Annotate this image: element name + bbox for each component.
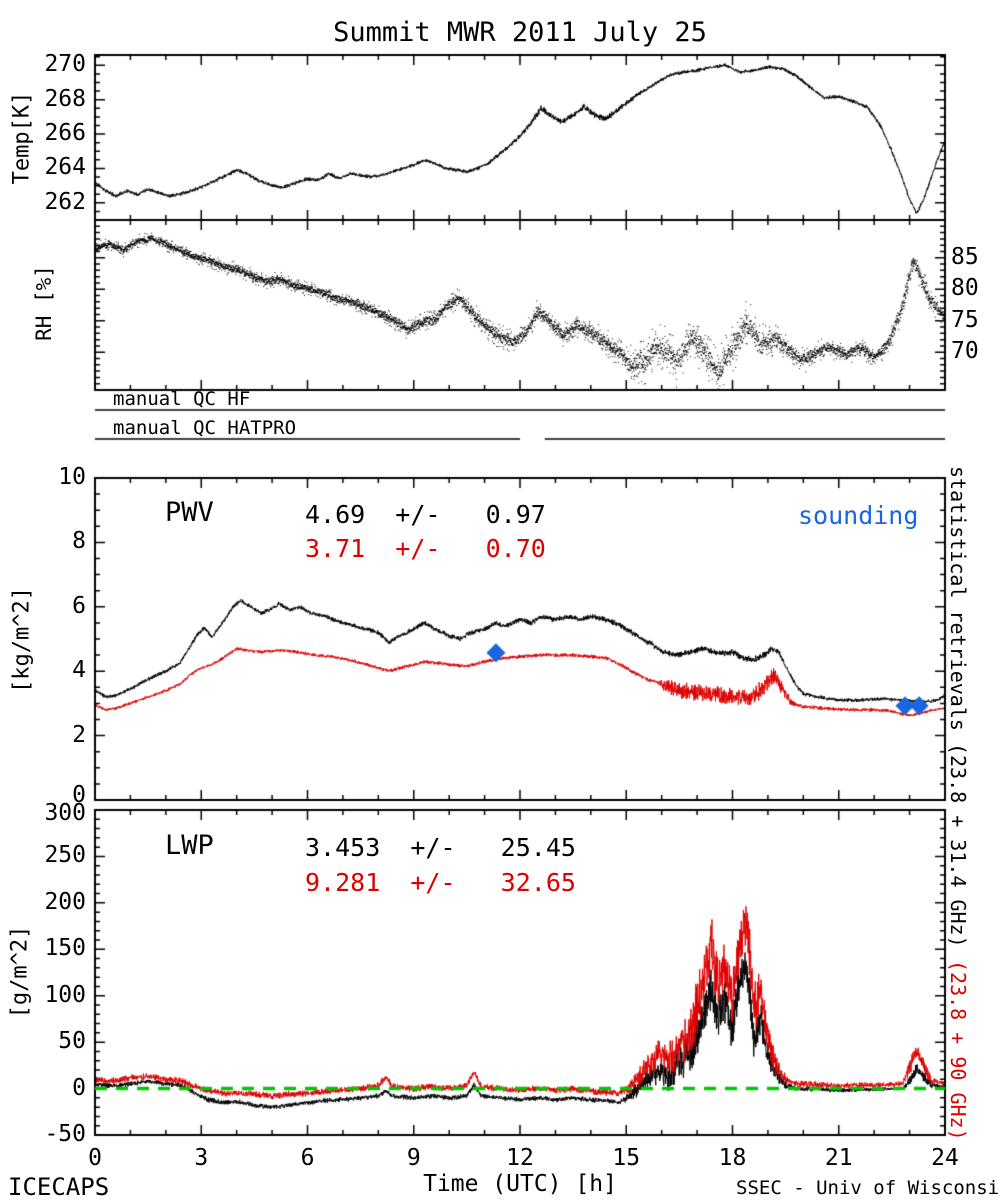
pwv-panel-title: PWV xyxy=(165,497,214,528)
qc-hf-label: manual QC HF xyxy=(113,388,251,410)
x-tick-label: 12 xyxy=(506,1145,534,1171)
x-tick-label: 0 xyxy=(88,1145,102,1171)
lwp-stats-31ghz: 3.453 +/- 25.45 xyxy=(305,833,576,862)
project-name-label: ICECAPS xyxy=(8,1173,110,1200)
y-tick-label-rh: 85 xyxy=(951,243,979,270)
x-tick-label: 3 xyxy=(194,1145,209,1171)
rh-axis-label: RH [%] xyxy=(32,265,56,341)
y-tick-label-lwp: 0 xyxy=(72,1074,86,1101)
y-tick-label-lwp: -50 xyxy=(44,1121,86,1147)
y-tick-label-pwv: 2 xyxy=(72,721,86,748)
y-tick-label-pwv: 10 xyxy=(58,464,86,490)
y-tick-label-pwv: 8 xyxy=(72,528,86,555)
y-tick-label-temp: 264 xyxy=(44,154,86,181)
x-tick-label: 18 xyxy=(718,1145,747,1171)
y-tick-label-pwv: 0 xyxy=(72,782,86,808)
lwp-panel-title: LWP xyxy=(165,830,214,861)
x-tick-label: 24 xyxy=(931,1145,959,1171)
institution-label: SSEC - Univ of Wisconsin xyxy=(736,1177,1000,1199)
x-tick-label: 6 xyxy=(300,1145,315,1171)
y-tick-label-lwp: 100 xyxy=(44,981,86,1008)
x-tick-label: 9 xyxy=(406,1145,421,1171)
y-tick-label-lwp: 200 xyxy=(44,888,86,915)
retrieval-method-90ghz: (23.8 + 90 GHz) xyxy=(946,959,970,1141)
y-tick-label-lwp: 50 xyxy=(58,1028,86,1055)
y-tick-label-lwp: 250 xyxy=(44,842,86,869)
retrieval-method-31ghz: statistical retrievals (23.8 + 31.4 GHz) xyxy=(946,466,970,948)
sounding-legend-label: sounding xyxy=(798,501,919,530)
x-tick-label: 15 xyxy=(612,1145,641,1171)
retrieval-method-sidebar: statistical retrievals (23.8 + 31.4 GHz)… xyxy=(946,466,970,1140)
y-tick-label-pwv: 6 xyxy=(72,592,86,619)
y-tick-label-temp: 266 xyxy=(44,120,86,147)
qc-hatpro-label: manual QC HATPRO xyxy=(113,417,297,439)
y-tick-label-temp: 262 xyxy=(44,188,86,215)
y-tick-label-lwp: 300 xyxy=(44,800,86,826)
x-axis-label: Time (UTC) [h] xyxy=(423,1171,617,1197)
y-tick-label-lwp: 150 xyxy=(44,935,86,962)
lwp-stats-90ghz: 9.281 +/- 32.65 xyxy=(305,868,576,897)
y-tick-label-temp: 268 xyxy=(44,85,86,112)
pwv-stats-90ghz: 3.71 +/- 0.70 xyxy=(305,534,546,563)
x-tick-label: 21 xyxy=(824,1145,853,1171)
y-tick-label-rh: 70 xyxy=(951,338,979,365)
y-tick-label-temp: 270 xyxy=(44,51,86,78)
pwv-stats-31ghz: 4.69 +/- 0.97 xyxy=(305,500,546,529)
y-tick-label-rh: 75 xyxy=(951,306,979,333)
y-tick-label-pwv: 4 xyxy=(72,657,86,684)
y-tick-label-rh: 80 xyxy=(951,275,979,302)
chart-title: Summit MWR 2011 July 25 xyxy=(333,17,707,48)
